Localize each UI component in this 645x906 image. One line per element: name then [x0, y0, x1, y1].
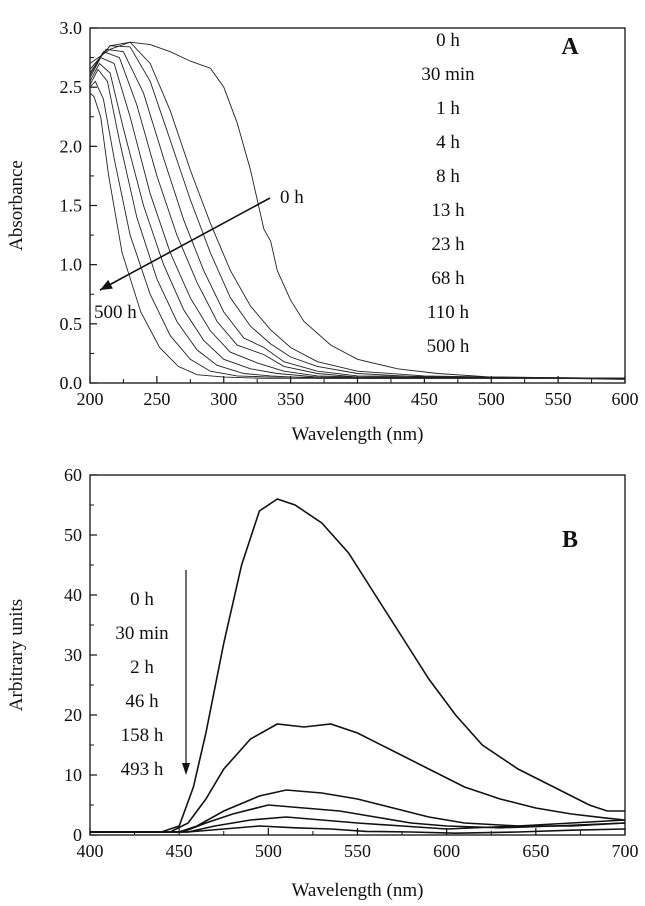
- x-tick-label: 300: [210, 389, 237, 409]
- series-line-5: [90, 816, 626, 833]
- series-line-6: [89, 57, 626, 379]
- series-line-1: [90, 498, 625, 833]
- y-tick-label: 30: [64, 645, 82, 665]
- legend-entry: 68 h: [431, 268, 465, 289]
- legend-entry: 30 min: [115, 623, 169, 644]
- x-tick-label: 350: [277, 389, 304, 409]
- legend-entry: 23 h: [431, 234, 465, 255]
- legend-entry: 1 h: [436, 98, 460, 119]
- trend-arrow-head: [100, 279, 113, 290]
- plot-frame: [89, 27, 626, 384]
- series-line-4: [89, 48, 626, 379]
- x-tick-label: 500: [478, 389, 505, 409]
- panel-a: 200 250 300 350 400 450 500 550 600 0.0 0.5 1.0 1.5 2…: [6, 18, 639, 445]
- legend-entry: 0 h: [436, 30, 460, 51]
- legend-entry: 500 h: [427, 336, 470, 357]
- x-tick-label: 600: [612, 389, 639, 409]
- legend-entry: 13 h: [431, 200, 465, 221]
- legend-entry: 0 h: [130, 589, 154, 610]
- series-line-3: [90, 789, 626, 833]
- y-tick-label: 10: [64, 765, 82, 785]
- y-tick-label: 1.5: [60, 196, 83, 216]
- x-tick-label: 450: [411, 389, 438, 409]
- y-tick-label: 2.0: [60, 136, 83, 156]
- legend-entry: 110 h: [427, 302, 470, 323]
- legend-entry: 30 min: [421, 64, 475, 85]
- series-line-10: [89, 92, 625, 379]
- x-tick-label: 600: [433, 841, 460, 861]
- legend-entry: 4 h: [436, 132, 460, 153]
- series-line-4: [90, 804, 626, 833]
- y-tick-label: 2.5: [60, 77, 83, 97]
- y-tick-label: 0: [73, 825, 82, 845]
- series-line-2: [89, 41, 626, 379]
- arrow-end-label: 500 h: [94, 302, 137, 323]
- trend-arrow-shaft: [99, 197, 271, 291]
- series-line-9: [89, 80, 626, 379]
- legend-entry: 493 h: [121, 759, 164, 780]
- series-line-2: [90, 723, 626, 833]
- legend-entry: 8 h: [436, 166, 460, 187]
- x-tick-label: 400: [344, 389, 371, 409]
- x-tick-label: 700: [612, 841, 639, 861]
- x-tick-label: 200: [77, 389, 104, 409]
- y-tick-label: 40: [64, 585, 82, 605]
- legend-entry: 2 h: [130, 657, 154, 678]
- y-tick-label: 0.5: [60, 314, 83, 334]
- x-tick-label: 550: [545, 389, 572, 409]
- arrow-start-label: 0 h: [280, 187, 304, 208]
- x-tick-label: 450: [166, 841, 193, 861]
- series-line-3: [89, 45, 626, 379]
- panel-letter: A: [561, 34, 579, 60]
- x-tick-label: 400: [77, 841, 104, 861]
- y-axis-title: Absorbance: [6, 160, 27, 251]
- y-tick-label: 3.0: [60, 18, 83, 38]
- plot-frame: [89, 474, 626, 836]
- y-tick-label: 20: [64, 705, 82, 725]
- series-line-8: [89, 68, 625, 379]
- series-line-5: [89, 51, 626, 379]
- x-tick-label: 650: [522, 841, 549, 861]
- y-tick-label: 0.0: [60, 373, 83, 393]
- series-line-1: [89, 41, 626, 380]
- panel-b: 400 450 500 550 600 650 700 0 10 20 30 40 50 60 Wavele…: [6, 465, 639, 901]
- x-axis-title: Wavelength (nm): [292, 424, 424, 445]
- trend-arrow-head: [182, 763, 190, 775]
- x-tick-label: 550: [344, 841, 371, 861]
- x-tick-label: 500: [255, 841, 282, 861]
- panel-letter: B: [562, 527, 578, 553]
- x-axis-title: Wavelength (nm): [292, 880, 424, 901]
- series-line-6: [90, 825, 626, 835]
- legend-entry: 46 h: [125, 691, 159, 712]
- y-axis-title: Arbitrary units: [6, 599, 27, 711]
- y-tick-label: 50: [64, 525, 82, 545]
- x-tick-label: 250: [143, 389, 170, 409]
- legend-entry: 158 h: [121, 725, 164, 746]
- y-tick-label: 60: [64, 465, 82, 485]
- y-tick-label: 1.0: [60, 255, 83, 275]
- series-line-7: [89, 62, 625, 379]
